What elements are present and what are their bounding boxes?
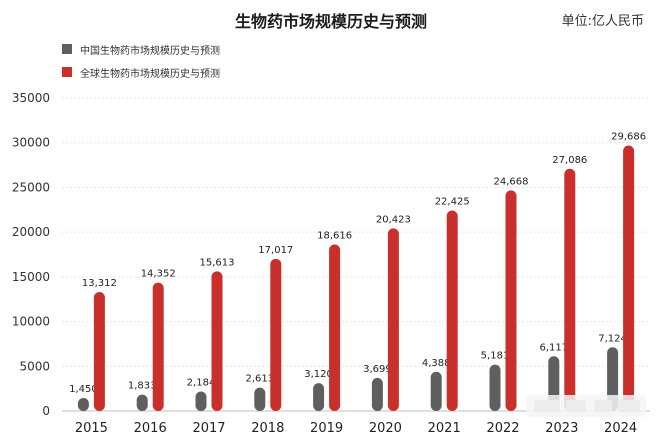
data-label-china: 3,120 bbox=[304, 369, 333, 380]
data-label-global: 29,686 bbox=[611, 132, 646, 143]
bar-global bbox=[623, 145, 635, 411]
x-tick-label: 2020 bbox=[369, 421, 402, 436]
x-tick-label: 2018 bbox=[251, 421, 284, 436]
legend-swatch-china bbox=[62, 44, 72, 54]
bar-global bbox=[270, 258, 282, 411]
data-label-china: 1,450 bbox=[69, 384, 98, 395]
x-tick-label: 2023 bbox=[545, 421, 578, 436]
data-label-global: 15,613 bbox=[200, 257, 235, 268]
data-label-global: 22,425 bbox=[435, 196, 470, 207]
y-tick-label: 15000 bbox=[12, 270, 50, 284]
data-label-global: 24,668 bbox=[494, 176, 529, 187]
data-label-china: 6,117 bbox=[539, 342, 568, 353]
data-label-china: 2,184 bbox=[187, 377, 216, 388]
x-tick-label: 2015 bbox=[75, 421, 108, 436]
data-label-china: 4,388 bbox=[422, 358, 451, 369]
watermark-overlay bbox=[526, 395, 646, 417]
y-tick-label: 20000 bbox=[12, 225, 50, 239]
bar-global bbox=[211, 271, 223, 411]
data-label-china: 7,124 bbox=[598, 333, 627, 344]
bar-global bbox=[152, 282, 164, 411]
y-tick-label: 25000 bbox=[12, 180, 50, 194]
data-label-china: 2,613 bbox=[245, 374, 274, 385]
data-label-global: 17,017 bbox=[258, 245, 293, 256]
bar-global bbox=[387, 228, 399, 411]
bar-china bbox=[195, 391, 207, 411]
data-label-global: 13,312 bbox=[82, 278, 117, 289]
data-label-global: 18,616 bbox=[317, 231, 352, 242]
legend-item-global: 全球生物药市场规模历史与预测 bbox=[62, 63, 220, 81]
chart-legend: 中国生物药市场规模历史与预测 全球生物药市场规模历史与预测 bbox=[62, 40, 220, 86]
bar-global bbox=[329, 244, 341, 411]
data-label-global: 20,423 bbox=[376, 214, 411, 225]
bar-global bbox=[564, 168, 576, 411]
data-label-global: 27,086 bbox=[552, 155, 587, 166]
data-label-china: 1,833 bbox=[128, 381, 157, 392]
x-tick-label: 2022 bbox=[486, 421, 519, 436]
bar-global bbox=[446, 210, 458, 411]
bar-global bbox=[93, 291, 105, 411]
page-title: 生物药市场规模历史与预测 bbox=[234, 12, 427, 31]
bar-china bbox=[77, 398, 89, 411]
bar-china bbox=[430, 371, 442, 411]
x-tick-label: 2016 bbox=[134, 421, 167, 436]
y-tick-label: 0 bbox=[42, 404, 50, 418]
legend-label-global: 全球生物药市场规模历史与预测 bbox=[80, 68, 220, 80]
unit-label: 单位:亿人民币 bbox=[561, 14, 644, 29]
legend-item-china: 中国生物药市场规模历史与预测 bbox=[62, 40, 220, 58]
bar-china bbox=[136, 394, 148, 411]
x-tick-label: 2019 bbox=[310, 421, 343, 436]
legend-swatch-global bbox=[62, 67, 72, 77]
x-tick-label: 2017 bbox=[192, 421, 225, 436]
y-tick-label: 5000 bbox=[19, 359, 50, 373]
bar-global bbox=[505, 190, 517, 411]
bar-china bbox=[489, 364, 501, 411]
bar-china bbox=[371, 377, 383, 411]
data-label-global: 14,352 bbox=[141, 269, 176, 280]
data-label-china: 5,181 bbox=[481, 351, 510, 362]
y-tick-label: 10000 bbox=[12, 315, 50, 329]
y-tick-label: 30000 bbox=[12, 136, 50, 150]
y-tick-label: 35000 bbox=[12, 91, 50, 105]
data-label-china: 3,699 bbox=[363, 364, 392, 375]
x-tick-label: 2024 bbox=[604, 421, 637, 436]
bar-china bbox=[313, 383, 325, 411]
x-tick-label: 2021 bbox=[428, 421, 461, 436]
bar-china bbox=[254, 387, 266, 411]
legend-label-china: 中国生物药市场规模历史与预测 bbox=[80, 45, 220, 57]
